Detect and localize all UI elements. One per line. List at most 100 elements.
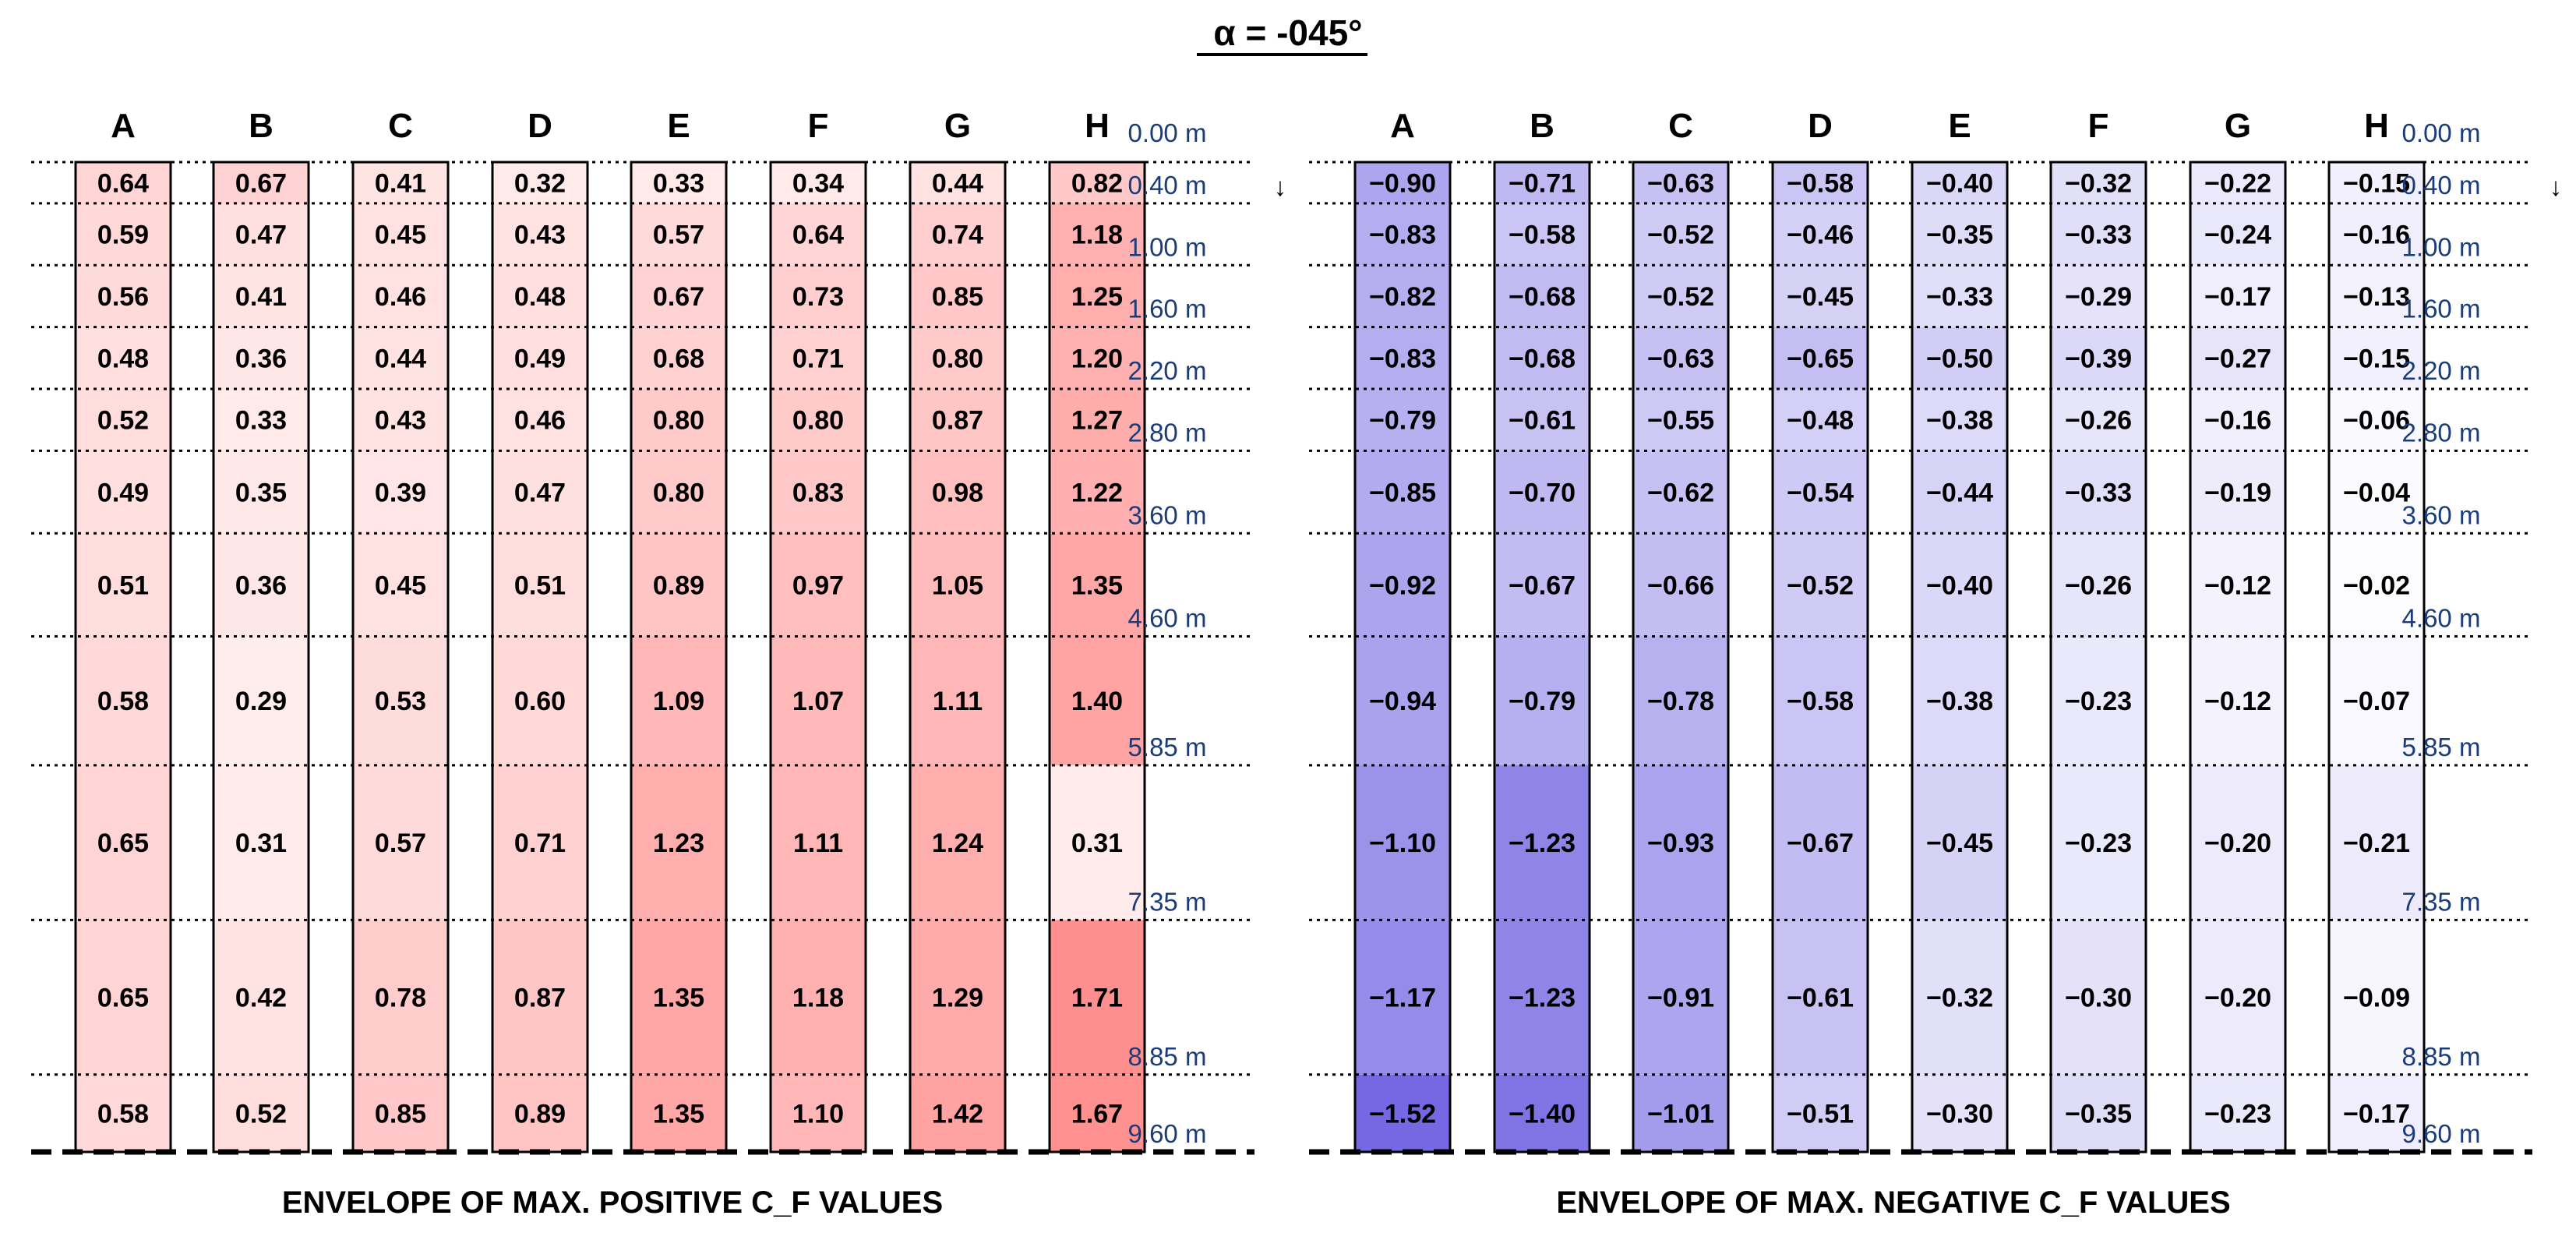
heatmap-cell bbox=[2190, 203, 2285, 266]
data-label: 1.24 bbox=[932, 828, 983, 858]
heatmap-cell bbox=[492, 450, 588, 534]
data-label: −0.58 bbox=[1509, 221, 1576, 250]
heatmap-cell bbox=[2329, 389, 2424, 451]
data-label: 0.98 bbox=[932, 478, 983, 507]
column-outline-h bbox=[2327, 161, 2426, 1154]
data-label: −0.35 bbox=[1926, 221, 1993, 250]
heatmap-cell bbox=[1355, 327, 1450, 390]
heatmap-cell bbox=[1355, 765, 1450, 920]
heatmap-cell bbox=[2329, 327, 2424, 390]
data-label: −0.70 bbox=[1509, 478, 1576, 507]
heatmap-cell bbox=[492, 327, 588, 390]
heatmap-cell bbox=[771, 1074, 866, 1152]
heatmap-cell bbox=[1355, 265, 1450, 327]
heatmap-cell bbox=[1912, 265, 2007, 327]
data-label: 0.85 bbox=[932, 282, 983, 312]
data-label: −0.61 bbox=[1787, 984, 1854, 1013]
heatmap-cell bbox=[2190, 636, 2285, 765]
heatmap-cell bbox=[353, 203, 448, 266]
heatmap-cell bbox=[1773, 265, 1868, 327]
data-label: 0.80 bbox=[653, 406, 704, 436]
data-label: −0.48 bbox=[1787, 406, 1854, 436]
heatmap-cell bbox=[76, 920, 171, 1075]
data-label: −0.65 bbox=[1787, 344, 1854, 373]
data-label: −0.04 bbox=[2343, 478, 2410, 507]
data-label: 0.48 bbox=[97, 344, 149, 373]
panel-caption: ENVELOPE OF MAX. POSITIVE C_F VALUES bbox=[282, 1185, 943, 1220]
data-label: −0.51 bbox=[1787, 1099, 1854, 1129]
column-header-b: B bbox=[1530, 107, 1554, 145]
data-label: −0.33 bbox=[2065, 221, 2132, 250]
data-label: 1.25 bbox=[1071, 282, 1123, 312]
column-header-h: H bbox=[1085, 107, 1110, 145]
data-label: −0.79 bbox=[1509, 687, 1576, 716]
heatmap-cell bbox=[1633, 162, 1728, 203]
heatmap-cell bbox=[1912, 450, 2007, 534]
heatmap-cell bbox=[353, 765, 448, 920]
heatmap-cell bbox=[1912, 327, 2007, 390]
level-label: 2.20 m bbox=[1128, 356, 1207, 385]
data-label: −0.63 bbox=[1647, 344, 1714, 373]
heatmap-cell bbox=[1355, 920, 1450, 1075]
data-label: 0.78 bbox=[375, 984, 426, 1013]
heatmap-cell bbox=[1494, 636, 1590, 765]
heatmap-cell bbox=[213, 450, 309, 534]
heatmap-cell bbox=[910, 636, 1005, 765]
column-header-h: H bbox=[2364, 107, 2389, 145]
level-label: 1.00 m bbox=[2402, 232, 2481, 261]
data-label: 0.80 bbox=[792, 406, 844, 436]
level-label: 1.60 m bbox=[2402, 295, 2481, 323]
column-header-c: C bbox=[1668, 107, 1693, 145]
column-outline-e bbox=[1911, 161, 2009, 1154]
heatmap-cell bbox=[353, 636, 448, 765]
heatmap-cell bbox=[771, 389, 866, 451]
level-label: 9.60 m bbox=[1128, 1119, 1207, 1148]
data-label: −0.27 bbox=[2204, 344, 2271, 373]
data-label: 0.29 bbox=[235, 687, 287, 716]
heatmap-cell bbox=[1773, 765, 1868, 920]
data-label: −0.16 bbox=[2343, 221, 2410, 250]
heatmap-cell bbox=[492, 389, 588, 451]
data-label: 0.52 bbox=[97, 406, 149, 436]
heatmap-cell bbox=[631, 203, 726, 266]
heatmap-cell bbox=[1050, 1074, 1145, 1152]
heatmap-cell bbox=[1773, 450, 1868, 534]
data-label: −0.50 bbox=[1926, 344, 1993, 373]
heatmap-cell bbox=[771, 265, 866, 327]
data-label: 0.45 bbox=[375, 571, 426, 600]
heatmap-cell bbox=[1633, 327, 1728, 390]
data-label: −0.40 bbox=[1926, 571, 1993, 600]
heatmap-cell bbox=[1494, 162, 1590, 203]
data-label: 0.51 bbox=[97, 571, 149, 600]
data-label: 1.10 bbox=[792, 1099, 844, 1129]
data-label: 1.18 bbox=[1071, 221, 1123, 250]
data-label: 0.71 bbox=[792, 344, 844, 373]
heatmap-cell bbox=[76, 1074, 171, 1152]
heatmap-cell bbox=[2051, 162, 2146, 203]
column-header-f: F bbox=[2088, 107, 2109, 145]
data-label: 0.64 bbox=[792, 221, 844, 250]
level-label: 8.85 m bbox=[2402, 1042, 2481, 1071]
data-label: 0.41 bbox=[235, 282, 287, 312]
data-label: −0.91 bbox=[1647, 984, 1714, 1013]
heatmap-cell bbox=[1494, 327, 1590, 390]
data-label: −0.45 bbox=[1926, 828, 1993, 858]
data-label: −0.12 bbox=[2204, 571, 2271, 600]
level-label: 3.60 m bbox=[1128, 500, 1207, 529]
data-label: −0.15 bbox=[2343, 344, 2410, 373]
heatmap-cell bbox=[910, 389, 1005, 451]
data-label: −0.35 bbox=[2065, 1099, 2132, 1129]
column-header-c: C bbox=[388, 107, 413, 145]
heatmap-cell bbox=[1355, 389, 1450, 451]
heatmap-cell bbox=[1494, 450, 1590, 534]
data-label: 0.43 bbox=[375, 406, 426, 436]
heatmap-cell bbox=[1773, 162, 1868, 203]
heatmap-cell bbox=[353, 389, 448, 451]
data-label: −0.19 bbox=[2204, 478, 2271, 507]
column-outline-e bbox=[630, 161, 728, 1154]
heatmap-cell bbox=[631, 1074, 726, 1152]
heatmap-cell bbox=[1494, 533, 1590, 637]
heatmap-cell bbox=[1773, 203, 1868, 266]
data-label: −1.40 bbox=[1509, 1099, 1576, 1129]
column-header-d: D bbox=[1808, 107, 1833, 145]
